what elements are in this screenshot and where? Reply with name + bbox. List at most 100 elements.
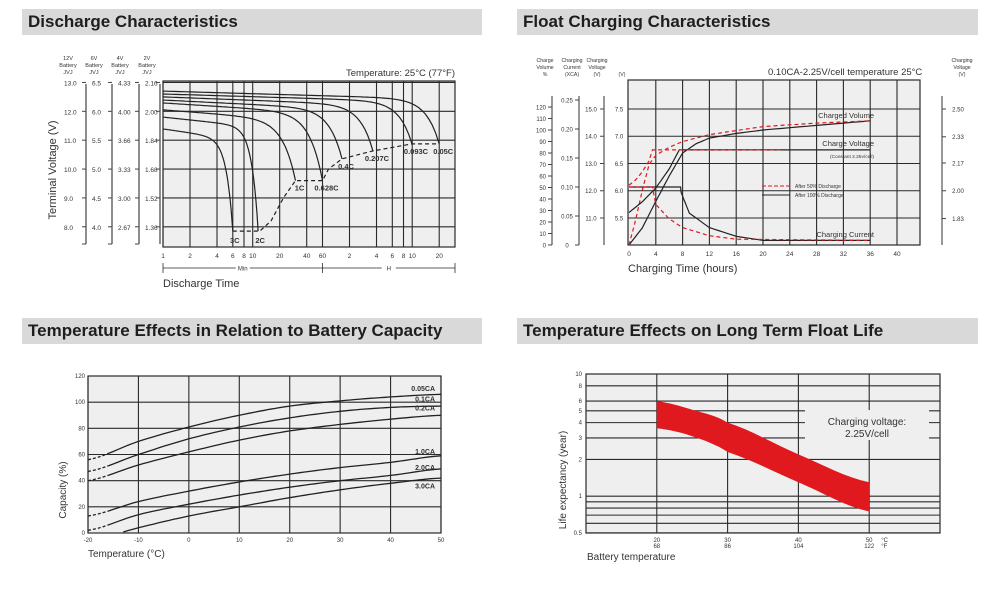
- capacity-y-axis-label: Capacity (%): [58, 461, 69, 518]
- float-x-tick-label: 24: [786, 251, 794, 258]
- charge-volume-tick-label: 80: [539, 151, 546, 157]
- legend-label: After 100% Discharge: [795, 193, 844, 199]
- life-y-tick-label: 5: [579, 409, 583, 415]
- charge-volume-tick-label: 120: [536, 105, 547, 111]
- capacity-x-tick-label: 0: [187, 538, 191, 544]
- discharge-curve-0.4C: [162, 99, 343, 160]
- voltage-scale-tick-label: 5.0: [92, 167, 101, 174]
- charging-voltage-cell-axis-header: Voltage: [953, 65, 970, 71]
- voltage-scale-tick-label: 1.36: [145, 225, 158, 232]
- capacity-rate-label: 0.1CA: [415, 397, 435, 404]
- voltage-scale-header: Battery: [138, 63, 156, 69]
- float-curve-charged_volume_percent-after-100: [628, 120, 871, 246]
- charging-voltage-12v-axis-header: Voltage: [588, 65, 605, 71]
- capacity-rate-label: 0.2CA: [415, 406, 435, 413]
- voltage-scale-header: Battery: [59, 63, 77, 69]
- life-y-tick-label: 3: [579, 436, 583, 442]
- discharge-x-tick-label: 40: [303, 253, 311, 260]
- charge-volume-tick-label: 110: [536, 117, 546, 123]
- discharge-rate-label: 1C: [295, 184, 305, 193]
- voltage-scale-tick-label: 10.0: [64, 167, 77, 174]
- discharge-axis-unit-label: H: [387, 267, 391, 273]
- charge-voltage-note: (Constant 2.25v/cell): [830, 154, 874, 160]
- voltage-scale-tick-label: 5.5: [92, 138, 101, 145]
- charge-volume-tick-label: 70: [539, 163, 546, 169]
- discharge-rate-label: 2C: [255, 236, 265, 245]
- discharge-x-tick-label: 6: [390, 253, 394, 260]
- voltage-scale-tick-label: 1.68: [145, 167, 158, 174]
- charging-voltage-12v-axis-header: (V): [594, 72, 601, 78]
- charging-current-tick-label: 0: [565, 243, 569, 249]
- life-y-axis-label: Life expectancy (year): [558, 431, 569, 529]
- capacity-x-tick-label: -10: [134, 538, 143, 544]
- voltage-scale-header: JVJ: [89, 70, 98, 76]
- float-curve-charged_volume_percent-after-50: [628, 120, 871, 246]
- charging-voltage-12v-tick-label: 13.0: [585, 162, 597, 168]
- voltage-scale-tick-label: 6.0: [92, 109, 101, 116]
- charging-current-tick-label: 0.15: [561, 156, 573, 162]
- discharge-rate-label: 0.4C: [338, 162, 354, 171]
- discharge-curve-3C: [162, 128, 234, 232]
- voltage-scale-tick-label: 12.0: [64, 109, 77, 116]
- life-annotation-line-2: 2.25V/cell: [845, 429, 889, 440]
- discharge-x-tick-label: 10: [409, 253, 417, 260]
- float-x-tick-label: 4: [654, 251, 658, 258]
- capacity-curve-0.1CA: [107, 405, 442, 467]
- charging-voltage-6v-tick-label: 7.0: [615, 135, 624, 141]
- charging-voltage-12v-tick-label: 14.0: [585, 135, 597, 141]
- charging-current-axis-header: Current: [563, 65, 581, 71]
- float-condition-note: 0.10CA-2.25V/cell temperature 25°C: [768, 67, 922, 78]
- float-x-tick-label: 16: [733, 251, 741, 258]
- capacity-x-axis-label: Temperature (°C): [88, 549, 165, 560]
- discharge-rate-label: 0.628C: [314, 184, 339, 193]
- charge-volume-tick-label: 60: [539, 174, 546, 180]
- charge-volume-axis-header: Charge: [536, 58, 553, 64]
- charging-voltage-cell-axis-header: Charging: [951, 58, 972, 64]
- float-x-tick-label: 20: [759, 251, 767, 258]
- capacity-rate-label: 0.05CA: [411, 386, 435, 393]
- capacity-curve-3.0CA: [123, 477, 442, 533]
- voltage-scale-tick-label: 1.84: [145, 138, 158, 145]
- capacity-curve-0.05CA: [107, 393, 442, 455]
- voltage-scale-tick-label: 3.66: [118, 138, 131, 145]
- capacity-y-tick-label: 80: [78, 426, 85, 432]
- float-x-tick-label: 8: [681, 251, 685, 258]
- life-x-tick-fahrenheit: 122: [864, 544, 875, 550]
- voltage-scale-tick-label: 1.52: [145, 196, 158, 203]
- charge-volume-axis-header: Volume: [536, 65, 553, 71]
- float-curve-charge_voltage_6v-after-50: [628, 149, 780, 186]
- discharge-temperature-note: Temperature: 25°C (77°F): [346, 68, 455, 79]
- voltage-scale-tick-label: 2.16: [145, 80, 158, 87]
- capacity-curve-1.0CA: [107, 455, 442, 512]
- life-x-tick-celsius: 40: [795, 538, 802, 544]
- voltage-scale-header: Battery: [85, 63, 103, 69]
- capacity-rate-label: 1.0CA: [415, 449, 435, 456]
- discharge-x-tick-label: 10: [249, 253, 257, 260]
- charging-voltage-6v-axis-header: (V): [619, 72, 626, 78]
- voltage-scale-tick-label: 8.0: [64, 225, 73, 232]
- charging-voltage-6v-tick-label: 5.5: [615, 216, 624, 222]
- discharge-axis-unit-bg: [235, 264, 250, 272]
- life-y-tick-label: 2: [579, 457, 583, 463]
- charging-voltage-cell-axis-header: (V): [959, 72, 966, 78]
- discharge-x-tick-label: 4: [215, 253, 219, 260]
- capacity-y-tick-label: 20: [78, 505, 85, 511]
- life-y-tick-label: 6: [579, 399, 583, 405]
- charge-volume-tick-label: 0: [543, 243, 547, 249]
- capacity-curve-extrapolated-2.0CA: [87, 524, 109, 532]
- life-x-axis-label: Battery temperature: [587, 552, 676, 563]
- capacity-x-tick-label: 50: [438, 538, 445, 544]
- float-x-tick-label: 36: [867, 251, 875, 258]
- float-x-axis-label: Charging Time (hours): [628, 263, 737, 275]
- charging-voltage-cell-tick-label: 1.83: [952, 217, 964, 223]
- discharge-chart-header: Discharge Characteristics: [22, 9, 482, 35]
- life-x-tick-celsius: 50: [866, 538, 873, 544]
- float-charging-chart-header: Float Charging Characteristics: [517, 9, 978, 35]
- life-x-unit-celsius: °C: [881, 538, 888, 544]
- temperature-capacity-chart-header: Temperature Effects in Relation to Batte…: [22, 318, 482, 344]
- discharge-curve-0.05C: [162, 90, 440, 145]
- voltage-scale-tick-label: 6.5: [92, 80, 101, 87]
- discharge-curve-2C: [162, 116, 259, 232]
- voltage-scale-tick-label: 4.0: [92, 225, 101, 232]
- discharge-rate-label: 0.093C: [404, 147, 429, 156]
